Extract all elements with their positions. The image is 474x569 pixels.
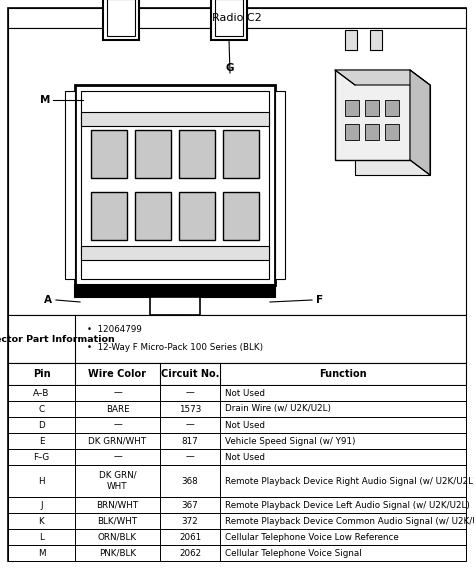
Text: 2061: 2061	[179, 533, 201, 542]
Bar	[91, 130, 127, 178]
Text: 368: 368	[182, 476, 199, 485]
Text: K: K	[38, 517, 45, 526]
Bar	[81, 112, 269, 126]
Text: Remote Playback Device Right Audio Signal (w/ U2K/U2L): Remote Playback Device Right Audio Signa…	[225, 476, 474, 485]
Bar	[346, 100, 359, 116]
Text: J: J	[40, 501, 43, 509]
Bar	[8, 497, 466, 513]
Bar	[8, 417, 466, 433]
Text: Remote Playback Device Common Audio Signal (w/ U2K/U2L): Remote Playback Device Common Audio Sign…	[225, 517, 474, 526]
Bar	[8, 401, 466, 417]
Text: Not Used: Not Used	[225, 389, 265, 398]
Bar	[345, 30, 357, 50]
Text: Drain Wire (w/ U2K/U2L): Drain Wire (w/ U2K/U2L)	[225, 405, 331, 414]
Bar	[81, 246, 269, 260]
Bar	[103, 0, 139, 40]
Bar	[179, 192, 215, 240]
Bar	[81, 91, 269, 279]
Text: H: H	[38, 476, 45, 485]
Bar	[107, 0, 135, 36]
Bar	[8, 513, 466, 529]
Text: G: G	[226, 63, 234, 73]
Text: DK GRN/WHT: DK GRN/WHT	[88, 436, 146, 446]
Text: •  12-Way F Micro-Pack 100 Series (BLK): • 12-Way F Micro-Pack 100 Series (BLK)	[87, 343, 263, 352]
Bar	[179, 130, 215, 178]
Text: 367: 367	[182, 501, 199, 509]
Bar	[8, 449, 466, 465]
Text: —: —	[186, 389, 194, 398]
Text: DK GRN/
WHT: DK GRN/ WHT	[99, 471, 137, 492]
Bar	[346, 124, 359, 140]
Bar	[211, 0, 247, 40]
Text: •  12064799: • 12064799	[87, 324, 142, 333]
Polygon shape	[410, 70, 430, 175]
Text: F: F	[317, 295, 324, 305]
Text: Remote Playback Device Left Audio Signal (w/ U2K/U2L): Remote Playback Device Left Audio Signal…	[225, 501, 470, 509]
Bar	[135, 192, 171, 240]
Text: M: M	[40, 95, 50, 105]
Text: ORN/BLK: ORN/BLK	[98, 533, 137, 542]
Bar	[167, 315, 183, 321]
Bar	[365, 124, 380, 140]
Text: 817: 817	[182, 436, 199, 446]
Text: Not Used: Not Used	[225, 420, 265, 430]
Bar	[355, 85, 430, 175]
Bar	[8, 28, 466, 315]
Bar	[8, 8, 466, 28]
Bar	[65, 91, 75, 279]
Bar	[370, 30, 382, 50]
Bar	[75, 285, 275, 297]
Text: BRN/WHT: BRN/WHT	[96, 501, 138, 509]
Bar	[385, 124, 400, 140]
Bar	[8, 465, 466, 497]
Text: Circuit No.: Circuit No.	[161, 369, 219, 379]
Text: Function: Function	[319, 369, 367, 379]
Text: E: E	[39, 436, 44, 446]
Text: —: —	[113, 452, 122, 461]
Text: Connector Part Information: Connector Part Information	[0, 335, 115, 344]
Bar	[223, 192, 259, 240]
Bar	[8, 529, 466, 545]
Bar	[135, 130, 171, 178]
Bar	[275, 91, 285, 279]
Bar	[91, 192, 127, 240]
Text: A: A	[44, 295, 52, 305]
Text: Cellular Telephone Voice Signal: Cellular Telephone Voice Signal	[225, 549, 362, 558]
Text: Radio C2: Radio C2	[212, 13, 262, 23]
Bar	[223, 130, 259, 178]
Text: BARE: BARE	[106, 405, 129, 414]
Bar	[365, 100, 380, 116]
Text: M: M	[38, 549, 45, 558]
Text: A–B: A–B	[33, 389, 50, 398]
Text: C: C	[38, 405, 45, 414]
Text: —: —	[113, 389, 122, 398]
Bar	[75, 85, 275, 285]
Bar	[335, 70, 410, 160]
Text: Wire Color: Wire Color	[89, 369, 146, 379]
Polygon shape	[335, 70, 430, 85]
Bar	[8, 433, 466, 449]
Text: 372: 372	[182, 517, 199, 526]
Text: L: L	[39, 533, 44, 542]
Text: 1573: 1573	[179, 405, 201, 414]
Bar	[385, 100, 400, 116]
Bar	[150, 297, 200, 315]
Bar	[8, 315, 466, 363]
Bar	[8, 385, 466, 401]
Bar	[215, 0, 243, 36]
Text: Not Used: Not Used	[225, 452, 265, 461]
Bar	[8, 545, 466, 561]
Text: D: D	[38, 420, 45, 430]
Text: PNK/BLK: PNK/BLK	[99, 549, 136, 558]
Text: —: —	[186, 420, 194, 430]
Text: Pin: Pin	[33, 369, 50, 379]
Text: 2062: 2062	[179, 549, 201, 558]
Text: F–G: F–G	[34, 452, 50, 461]
Text: —: —	[113, 420, 122, 430]
Text: BLK/WHT: BLK/WHT	[97, 517, 137, 526]
Text: Cellular Telephone Voice Low Reference: Cellular Telephone Voice Low Reference	[225, 533, 399, 542]
Text: —: —	[186, 452, 194, 461]
Bar	[8, 363, 466, 385]
Text: Vehicle Speed Signal (w/ Y91): Vehicle Speed Signal (w/ Y91)	[225, 436, 356, 446]
